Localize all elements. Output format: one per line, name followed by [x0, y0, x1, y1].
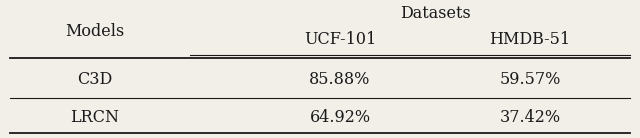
- Text: UCF-101: UCF-101: [304, 31, 376, 48]
- Text: Datasets: Datasets: [399, 6, 470, 22]
- Text: Models: Models: [65, 23, 125, 40]
- Text: LRCN: LRCN: [70, 109, 120, 127]
- Text: 59.57%: 59.57%: [499, 71, 561, 88]
- Text: C3D: C3D: [77, 71, 113, 88]
- Text: HMDB-51: HMDB-51: [490, 31, 571, 48]
- Text: 64.92%: 64.92%: [309, 109, 371, 127]
- Text: 85.88%: 85.88%: [309, 71, 371, 88]
- Text: 37.42%: 37.42%: [499, 109, 561, 127]
